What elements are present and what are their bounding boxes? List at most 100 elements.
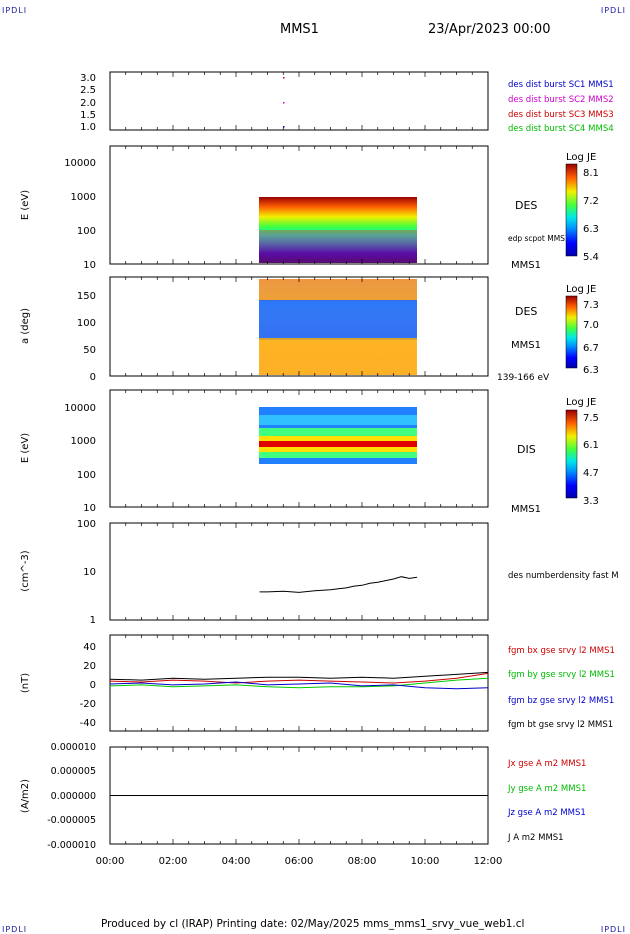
p2-ytick: 10000 bbox=[64, 158, 96, 169]
dis-band-yellow bbox=[259, 436, 417, 441]
p7-ytick: -0.000005 bbox=[47, 815, 96, 826]
p1-point-sc1 bbox=[283, 126, 285, 128]
p6-legend-bx: fgm bx gse srvy l2 MMS1 bbox=[508, 646, 615, 656]
dis-band-green bbox=[259, 428, 417, 436]
p2-ytick: 10 bbox=[83, 260, 96, 271]
p5-ylabel: (cm^-3) bbox=[20, 550, 31, 591]
p3-cbar-tick: 7.3 bbox=[583, 300, 599, 311]
p4-cbar-tick: 6.1 bbox=[583, 440, 599, 451]
p3-yticks: 150 100 50 0 bbox=[77, 291, 96, 383]
corner-logo-top-left: IPDLI bbox=[2, 6, 28, 15]
des-energy-spectrogram bbox=[259, 197, 417, 263]
p2-cbar-tick: 7.2 bbox=[583, 196, 599, 207]
p2-ytick: 1000 bbox=[71, 192, 96, 203]
p5-yticks: 100 10 1 bbox=[77, 519, 96, 626]
p7-legend-jx: Jx gse A m2 MMS1 bbox=[507, 759, 586, 769]
x-tick-label: 00:00 bbox=[96, 856, 125, 867]
p6-legend-bz: fgm bz gse srvy l2 MMS1 bbox=[508, 696, 614, 706]
p1-yticks: 3.0 2.5 2.0 1.5 1.0 bbox=[80, 73, 96, 133]
x-tick-label: 10:00 bbox=[411, 856, 440, 867]
des-energy-spectrogram-core bbox=[259, 230, 417, 263]
p3-cbar-tick: 6.3 bbox=[583, 365, 599, 376]
p1-legend-sc2: des dist burst SC2 MMS2 bbox=[508, 95, 614, 105]
panel-dis-energy: 10000 1000 100 10 E (eV) DIS MMS1 Log JE… bbox=[20, 389, 599, 515]
p2-yticks: 10000 1000 100 10 bbox=[64, 158, 96, 271]
panel-1-frame bbox=[109, 71, 489, 131]
p4-ytick: 10000 bbox=[64, 403, 96, 414]
p7-legend-jy: Jy gse A m2 MMS1 bbox=[507, 784, 586, 794]
p3-ytick: 50 bbox=[83, 345, 96, 356]
p7-legend-jz: Jz gse A m2 MMS1 bbox=[507, 808, 586, 818]
corner-logo-top-right: IPDLI bbox=[600, 6, 626, 15]
p7-yticks: 0.000010 0.000005 0.000000 -0.000005 -0.… bbox=[47, 742, 96, 851]
p6-series-group bbox=[109, 671, 489, 690]
p6-ylabel: (nT) bbox=[20, 673, 31, 693]
p4-colorbar bbox=[565, 409, 578, 499]
corner-logo-bottom-left: IPDLI bbox=[2, 925, 28, 934]
p3-tag: MMS1 bbox=[511, 340, 541, 351]
p4-yticks: 10000 1000 100 10 bbox=[64, 403, 96, 514]
dis-band-upper bbox=[259, 415, 417, 425]
by-line bbox=[109, 677, 489, 689]
plot-canvas: 3.0 2.5 2.0 1.5 1.0 des dist burst SC1 M… bbox=[20, 71, 619, 867]
x-tick-label: 12:00 bbox=[474, 856, 503, 867]
des-pitch-band-top bbox=[259, 279, 417, 301]
x-tick-label: 08:00 bbox=[348, 856, 377, 867]
p5-series-group bbox=[259, 576, 418, 593]
p4-ytick: 1000 bbox=[71, 436, 96, 447]
p4-ytick: 10 bbox=[83, 503, 96, 514]
p2-cbar-title: Log JE bbox=[566, 152, 596, 163]
p1-ytick: 1.5 bbox=[80, 110, 96, 121]
p3-sub: 139-166 eV bbox=[497, 373, 550, 383]
p3-cbar-tick: 7.0 bbox=[583, 320, 599, 331]
panel-des-energy: 10000 1000 100 10 E (eV) DES edp scpot M… bbox=[20, 145, 599, 271]
panel-6-frame bbox=[109, 634, 489, 732]
p1-legend-sc3: des dist burst SC3 MMS3 bbox=[508, 110, 614, 120]
p5-ytick: 100 bbox=[77, 519, 96, 530]
p2-cbar-tick: 5.4 bbox=[583, 252, 599, 263]
axis-tick-marks bbox=[109, 72, 489, 844]
p6-yticks: 40 20 0 -20 -40 bbox=[80, 642, 96, 729]
x-tick-label: 06:00 bbox=[285, 856, 314, 867]
x-axis: 00:00 02:00 04:00 06:00 08:00 10:00 12:0… bbox=[96, 856, 503, 867]
bz-line bbox=[109, 681, 489, 690]
header-spacecraft: MMS1 bbox=[280, 22, 319, 37]
p1-ytick: 2.0 bbox=[80, 98, 96, 109]
des-pitch-band-mid bbox=[259, 300, 417, 340]
p3-label: DES bbox=[515, 305, 537, 318]
p2-label: DES bbox=[515, 199, 537, 212]
p2-ylabel: E (eV) bbox=[20, 190, 31, 220]
p4-ylabel: E (eV) bbox=[20, 433, 31, 463]
p5-ytick: 10 bbox=[83, 567, 96, 578]
p1-point-sc3 bbox=[283, 77, 285, 79]
p3-ytick: 100 bbox=[77, 318, 96, 329]
p1-ytick: 1.0 bbox=[80, 122, 96, 133]
p2-ytick: 100 bbox=[77, 226, 96, 237]
p6-legend-by: fgm by gse srvy l2 MMS1 bbox=[508, 670, 615, 680]
p6-ytick: 20 bbox=[83, 661, 96, 672]
p2-cbar-tick: 8.1 bbox=[583, 168, 599, 179]
p7-ytick: -0.000010 bbox=[47, 840, 96, 851]
p1-ytick: 3.0 bbox=[80, 73, 96, 84]
panel-dist-burst: 3.0 2.5 2.0 1.5 1.0 des dist burst SC1 M… bbox=[80, 71, 614, 134]
p3-ytick: 0 bbox=[90, 372, 96, 383]
panel-density: 100 10 1 (cm^-3) des numberdensity fast … bbox=[20, 519, 619, 626]
footer-credit: Produced by cl (IRAP) Printing date: 02/… bbox=[101, 918, 525, 930]
p6-ytick: 40 bbox=[83, 642, 96, 653]
p7-ytick: 0.000005 bbox=[51, 766, 96, 777]
p3-ytick: 150 bbox=[77, 291, 96, 302]
dis-band-green-low bbox=[259, 452, 417, 458]
p5-legend: des numberdensity fast M bbox=[508, 571, 619, 581]
p4-tag: MMS1 bbox=[511, 504, 541, 515]
p6-ytick: -20 bbox=[80, 699, 96, 710]
x-tick-label: 04:00 bbox=[222, 856, 251, 867]
p4-ytick: 100 bbox=[77, 470, 96, 481]
p7-ytick: 0.000000 bbox=[51, 791, 96, 802]
x-tick-label: 02:00 bbox=[159, 856, 188, 867]
p4-cbar-title: Log JE bbox=[566, 397, 596, 408]
des-pitch-band-low bbox=[259, 338, 417, 375]
dis-band-yellow-low bbox=[259, 447, 417, 452]
p2-colorbar bbox=[565, 163, 578, 257]
p3-ylabel: a (deg) bbox=[20, 308, 31, 344]
panel-magnetic-field: 40 20 0 -20 -40 (nT) fgm bx gse srvy l2 … bbox=[20, 634, 615, 732]
